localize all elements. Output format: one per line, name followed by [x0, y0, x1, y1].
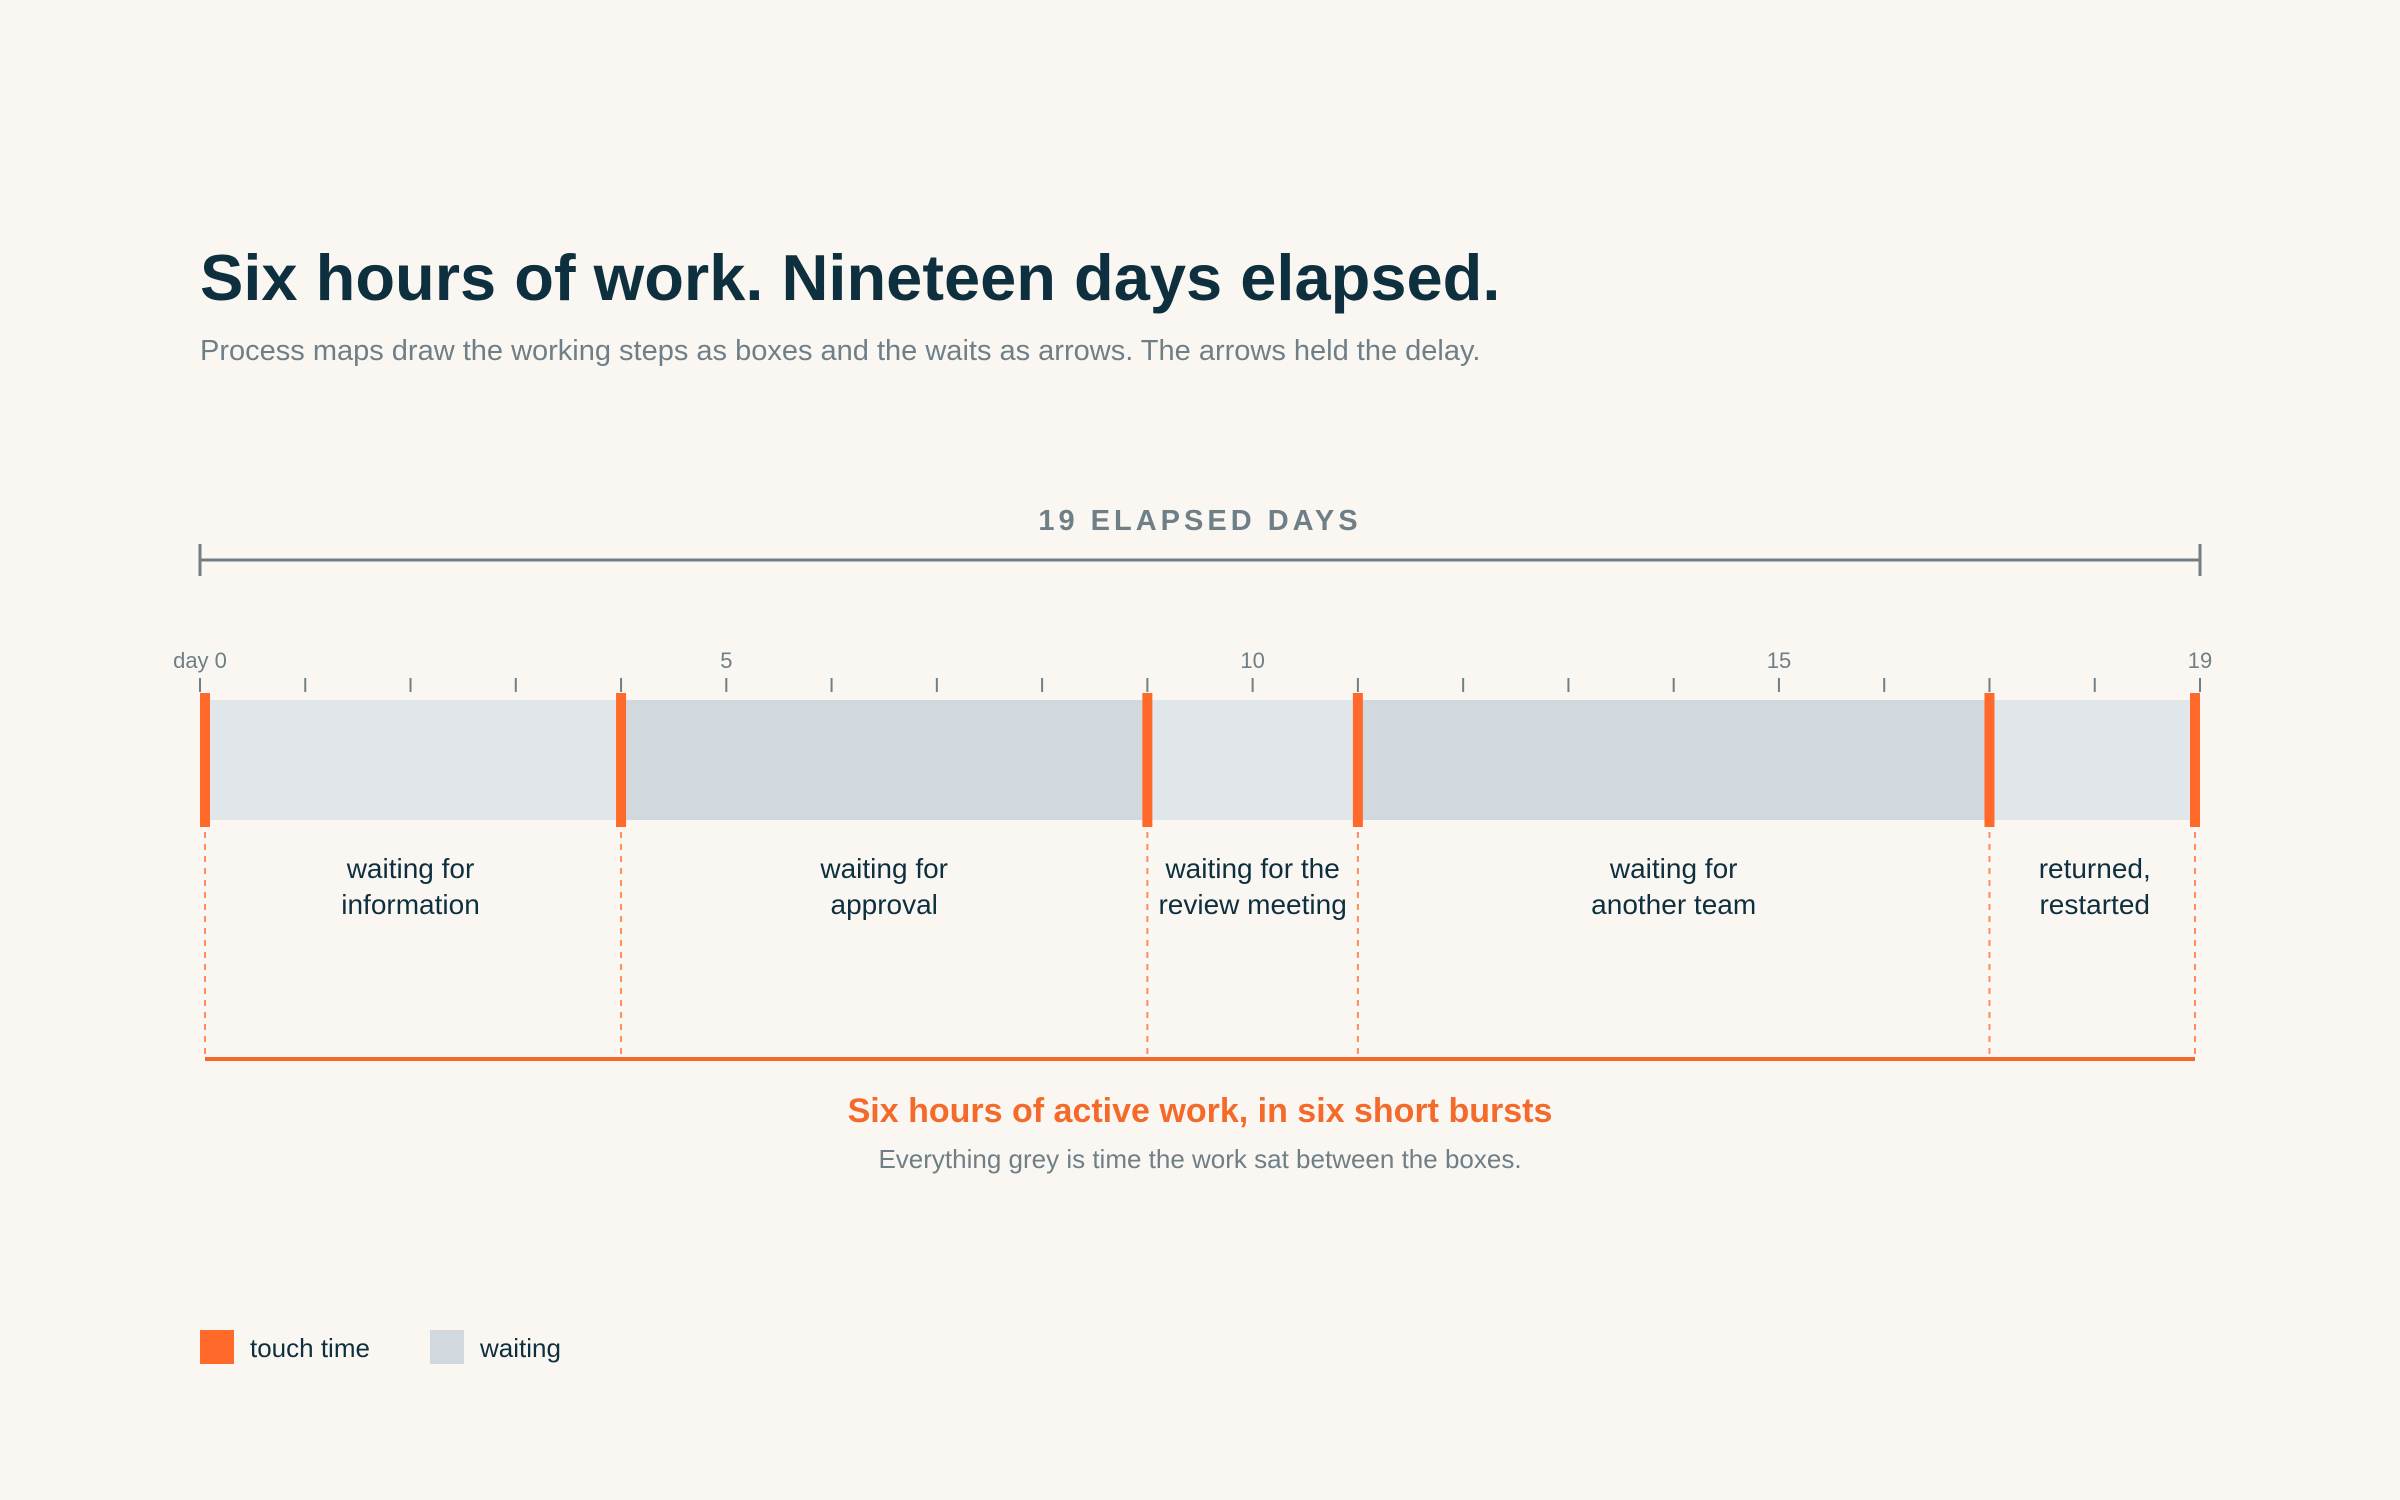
- axis-tick-label: 15: [1767, 648, 1791, 673]
- wait-segment-label: another team: [1591, 889, 1756, 920]
- wait-segment-bar: [200, 700, 622, 820]
- wait-segment-bar: [621, 700, 1148, 820]
- wait-segment-label: waiting for: [346, 853, 475, 884]
- wait-segments: [200, 700, 2200, 820]
- touch-guides: [204, 820, 2196, 1058]
- wait-segment-label: restarted: [2039, 889, 2150, 920]
- wait-segment-label: waiting for: [1609, 853, 1738, 884]
- wait-segment-label: approval: [831, 889, 938, 920]
- wait-segment-label: review meeting: [1158, 889, 1346, 920]
- elapsed-span-bracket: [198, 544, 2202, 576]
- axis-tick-label: 10: [1240, 648, 1264, 673]
- legend-swatch-waiting: [430, 1330, 464, 1364]
- axis-tick-labels: day 0 5 10 15 19: [173, 648, 2212, 673]
- wait-segment-labels: waiting for information waiting for approva…: [341, 853, 2151, 920]
- axis-ticks: [199, 678, 2201, 692]
- elapsed-span-label: 19 ELAPSED DAYS: [1038, 505, 1361, 537]
- axis-tick-label: 19: [2188, 648, 2212, 673]
- summary-note: Everything grey is time the work sat bet…: [878, 1144, 1521, 1174]
- wait-segment-label: returned,: [2039, 853, 2151, 884]
- legend-swatch-touch: [200, 1330, 234, 1364]
- summary-headline: Six hours of active work, in six short b…: [848, 1092, 1553, 1130]
- wait-segment-bar: [1147, 700, 1358, 820]
- touch-marker: [1352, 693, 1363, 827]
- legend: touch time waiting: [200, 1330, 561, 1364]
- chart-title: Six hours of work. Nineteen days elapsed…: [200, 241, 1500, 314]
- touch-marker: [1142, 693, 1153, 827]
- wait-segment-label: waiting for: [819, 853, 948, 884]
- wait-segment-bar: [1989, 700, 2200, 820]
- wait-segment-label: waiting for the: [1164, 853, 1339, 884]
- axis-tick-label: day 0: [173, 648, 227, 673]
- axis-tick-label: 5: [720, 648, 732, 673]
- touch-marker: [200, 693, 210, 827]
- touch-marker: [616, 693, 627, 827]
- touch-marker: [2190, 693, 2200, 827]
- wait-segment-label: information: [341, 889, 480, 920]
- touch-markers: [200, 693, 2200, 827]
- legend-label-waiting: waiting: [479, 1333, 561, 1363]
- touch-marker: [1984, 693, 1995, 827]
- wait-segment-bar: [1357, 700, 1990, 820]
- chart-subtitle: Process maps draw the working steps as b…: [200, 335, 1480, 367]
- legend-label-touch: touch time: [250, 1333, 370, 1363]
